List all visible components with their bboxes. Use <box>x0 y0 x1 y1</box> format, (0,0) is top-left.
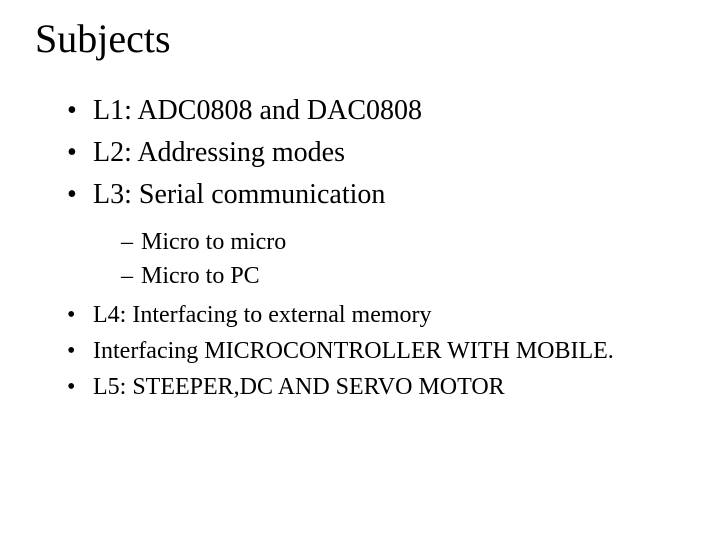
list-item: L4: Interfacing to external memory <box>67 297 685 333</box>
sub-list: Micro to micro Micro to PC <box>93 226 685 293</box>
list-item: L1: ADC0808 and DAC0808 <box>67 90 685 132</box>
list-item: L2: Addressing modes <box>67 132 685 174</box>
list-item: L5: STEEPER,DC AND SERVO MOTOR <box>67 369 685 405</box>
sub-list-item: Micro to PC <box>121 260 685 294</box>
main-list: L1: ADC0808 and DAC0808 L2: Addressing m… <box>35 90 685 293</box>
list-item-label: L3: Serial communication <box>93 179 385 210</box>
main-list-continued: L4: Interfacing to external memory Inter… <box>35 297 685 405</box>
page-title: Subjects <box>35 15 685 62</box>
list-item: L3: Serial communication Micro to micro … <box>67 174 685 293</box>
list-item: Interfacing MICROCONTROLLER WITH MOBILE. <box>67 333 685 369</box>
sub-list-item: Micro to micro <box>121 226 685 260</box>
